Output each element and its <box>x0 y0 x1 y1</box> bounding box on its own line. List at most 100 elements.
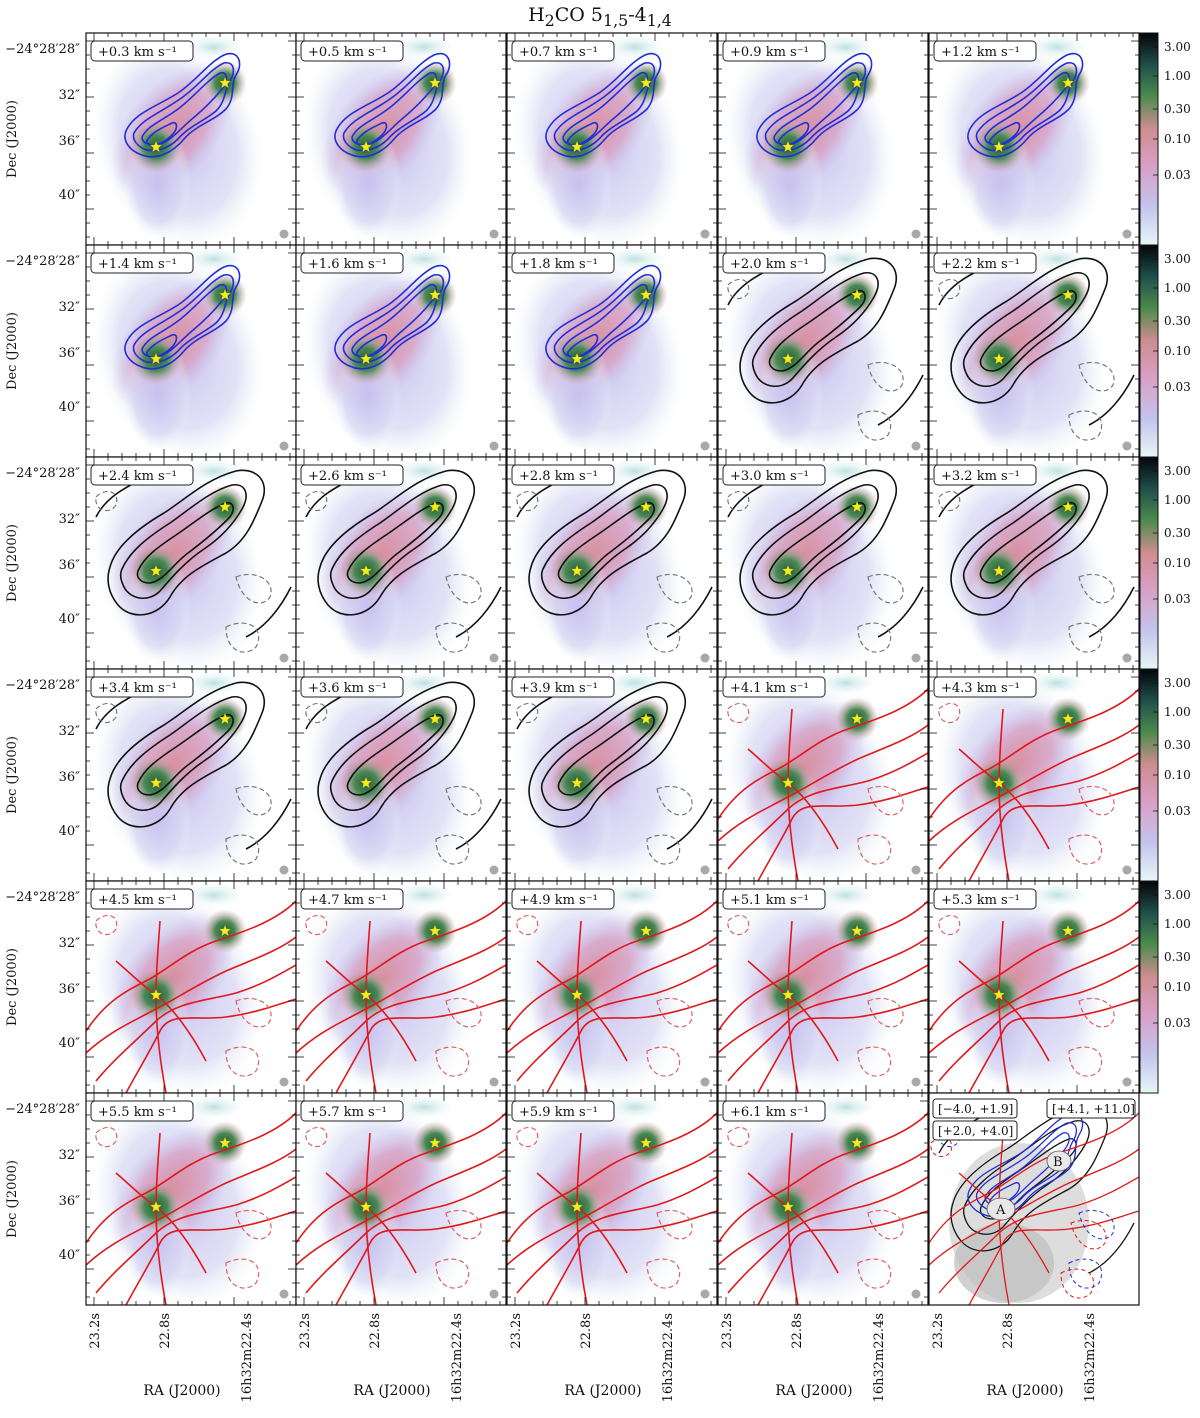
velocity-label-box <box>300 40 404 62</box>
negative-contour-line <box>1068 1258 1103 1289</box>
protostar-A-marker <box>359 140 373 153</box>
negative-contour-line <box>445 573 482 604</box>
contour-line <box>751 484 879 599</box>
beam-ellipse <box>489 1289 499 1299</box>
x-tick-label: 16h32m22.4s <box>450 1313 465 1402</box>
y-tick-label: −24°28′28″ <box>5 42 80 57</box>
negative-contour-line <box>857 410 892 441</box>
figure-title: H2CO 51,5-41,4 <box>528 4 672 30</box>
beam-ellipse <box>911 229 921 239</box>
colorbar-tick-label: 0.30 <box>1164 526 1191 540</box>
velocity-label-box <box>722 676 826 698</box>
channel-panel: +0.9 km s⁻¹ <box>717 32 929 246</box>
beam-ellipse <box>911 1289 921 1299</box>
beam-ellipse <box>279 1289 289 1299</box>
colorbar-tick-label: 0.03 <box>1164 592 1191 606</box>
velocity-label: +5.9 km s⁻¹ <box>519 1105 598 1120</box>
beam-ellipse <box>1122 441 1132 451</box>
negative-contour-line <box>445 997 482 1028</box>
contour-line <box>718 936 928 1054</box>
velocity-label-box <box>511 464 615 486</box>
contour-line <box>768 289 866 372</box>
y-axis-label: Dec (J2000) <box>5 100 20 178</box>
negative-contour-line <box>305 490 328 512</box>
velocity-label-box <box>722 888 826 910</box>
contour-line <box>334 52 451 158</box>
contour-line <box>329 484 457 599</box>
contour-line <box>540 696 668 811</box>
negative-contour-line <box>646 622 681 653</box>
negative-contour-line <box>938 490 961 512</box>
contour-line <box>718 688 928 820</box>
velocity-label: +4.9 km s⁻¹ <box>519 893 598 908</box>
channel-panel: +4.1 km s⁻¹ <box>717 668 929 882</box>
contour-line <box>136 713 234 796</box>
negative-contour-line <box>235 573 272 604</box>
channel-panel: +3.4 km s⁻¹ <box>85 668 297 882</box>
y-axis-label: Dec (J2000) <box>5 948 20 1026</box>
y-tick-label: 32″ <box>59 512 81 527</box>
negative-contour-line <box>516 914 539 936</box>
contour-line <box>124 52 241 158</box>
colorbar-tick-label: 0.10 <box>1164 344 1191 358</box>
beam-ellipse <box>700 1289 710 1299</box>
negative-contour-line <box>646 834 681 865</box>
protostar-A-marker <box>781 140 795 153</box>
velocity-label: +1.4 km s⁻¹ <box>98 257 177 272</box>
colorbar-tick-label: 0.03 <box>1164 1016 1191 1030</box>
contour-line <box>950 469 1108 616</box>
negative-contour-line <box>1078 573 1115 604</box>
velocity-label-box <box>300 252 404 274</box>
protostar-B-marker <box>428 76 442 89</box>
contour-line <box>329 696 457 811</box>
channel-panel: +5.1 km s⁻¹ <box>717 880 929 1094</box>
beam-ellipse <box>1122 1077 1132 1087</box>
y-tick-label: 32″ <box>59 724 81 739</box>
protostar-A-marker <box>149 352 163 365</box>
negative-contour-line <box>656 997 693 1028</box>
negative-contour-line <box>516 1126 539 1148</box>
beam-ellipse <box>489 1077 499 1087</box>
negative-contour-line <box>867 785 904 816</box>
protostar-B-marker <box>1061 712 1075 725</box>
contour-line <box>107 469 265 616</box>
velocity-label: +2.0 km s⁻¹ <box>730 257 809 272</box>
channel-panel: +3.0 km s⁻¹ <box>717 456 929 670</box>
channel-panel: +3.6 km s⁻¹ <box>295 668 507 882</box>
contour-line <box>346 501 444 584</box>
channel-panel: +2.2 km s⁻¹ <box>928 244 1140 458</box>
contour-line <box>950 1105 1108 1252</box>
protostar-B-marker <box>639 500 653 513</box>
x-tick-label: 22.8s <box>368 1313 383 1349</box>
negative-contour-line <box>727 914 750 936</box>
negative-contour-line <box>305 1126 328 1148</box>
beam-ellipse <box>489 865 499 875</box>
velocity-label: +1.6 km s⁻¹ <box>308 257 387 272</box>
source-B-label: B <box>1053 1155 1063 1170</box>
colorbar-tick-label: 0.30 <box>1164 102 1191 116</box>
contour-line <box>545 264 662 370</box>
colorbar-tick-label: 3.00 <box>1164 252 1191 266</box>
negative-contour-line <box>938 914 961 936</box>
source-A-ellipse <box>986 1197 1016 1221</box>
velocity-label: +4.1 km s⁻¹ <box>730 681 809 696</box>
channel-panel: +4.9 km s⁻¹ <box>506 880 718 1094</box>
colorbar-tick-label: 0.10 <box>1164 556 1191 570</box>
contour-line <box>718 1112 928 1244</box>
x-tick-label: 22.8s <box>790 1313 805 1349</box>
contour-line <box>107 681 265 828</box>
negative-contour-line <box>235 785 272 816</box>
channel-panel: +0.3 km s⁻¹ <box>85 32 297 246</box>
protostar-A-marker <box>781 352 795 365</box>
contour-line <box>718 1148 928 1266</box>
velocity-label: +4.7 km s⁻¹ <box>308 893 387 908</box>
protostar-B-marker <box>850 76 864 89</box>
velocity-label-box <box>933 888 1037 910</box>
velocity-label-box <box>722 464 826 486</box>
contour-line <box>507 900 717 1032</box>
range-label-box <box>932 1098 1018 1119</box>
negative-contour-line <box>1070 1220 1107 1250</box>
contour-line <box>727 964 928 1082</box>
velocity-label: +5.5 km s⁻¹ <box>98 1105 177 1120</box>
contour-line <box>95 1176 296 1294</box>
